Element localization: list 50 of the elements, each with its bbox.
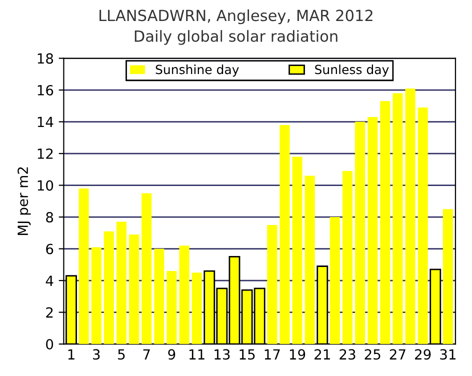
x-tick-label: 9 <box>168 349 176 360</box>
y-tick-label: 16 <box>38 85 54 96</box>
bar <box>380 101 390 344</box>
x-tick-label: 7 <box>143 349 150 360</box>
x-tick-label: 27 <box>390 349 406 360</box>
bar <box>442 209 453 344</box>
bar <box>129 234 140 344</box>
bar <box>342 170 353 344</box>
legend-label: Sunless day <box>315 64 389 77</box>
bar <box>166 271 177 344</box>
x-tick-label: 13 <box>214 349 230 360</box>
y-tick-label: 6 <box>46 244 54 254</box>
bar <box>368 117 378 344</box>
bar <box>392 93 403 344</box>
bar <box>142 193 152 344</box>
y-tick-label: 18 <box>38 53 54 64</box>
x-tick-label: 31 <box>440 349 456 360</box>
y-tick-label: 2 <box>46 307 53 318</box>
x-tick-label: 3 <box>93 349 100 360</box>
x-tick-label: 21 <box>314 349 330 360</box>
y-axis-title: MJ per m2 <box>18 167 31 235</box>
x-tick-label: 19 <box>290 349 306 360</box>
x-tick-label: 25 <box>364 349 380 360</box>
bar <box>292 156 302 344</box>
bar <box>330 217 340 344</box>
chart-title: LLANSADWRN, Anglesey, MAR 2012 <box>100 9 372 24</box>
bar <box>405 88 416 344</box>
x-tick-label: 5 <box>118 349 125 360</box>
y-tick-label: 10 <box>38 180 54 191</box>
bar <box>154 248 164 344</box>
bar <box>355 122 366 344</box>
y-tick-label: 0 <box>46 339 54 350</box>
y-tick-label: 14 <box>38 116 54 128</box>
bar <box>116 222 126 344</box>
x-tick-label: 29 <box>415 349 431 360</box>
bar <box>280 124 290 344</box>
legend-label: Sunshine day <box>156 64 239 77</box>
x-tick-label: 11 <box>190 349 204 360</box>
x-tick-label: 15 <box>240 349 255 360</box>
y-tick-label: 8 <box>46 212 54 223</box>
y-tick-label: 12 <box>38 148 53 159</box>
chart-subtitle: Daily global solar radiation <box>134 30 338 45</box>
x-tick-label: 1 <box>68 349 74 360</box>
y-tick-label: 4 <box>46 276 54 286</box>
bar <box>78 188 89 344</box>
x-tick-label: 23 <box>340 349 356 360</box>
bar <box>104 231 114 344</box>
bar <box>91 247 102 344</box>
x-tick-label: 17 <box>264 349 280 360</box>
bar <box>179 246 190 344</box>
